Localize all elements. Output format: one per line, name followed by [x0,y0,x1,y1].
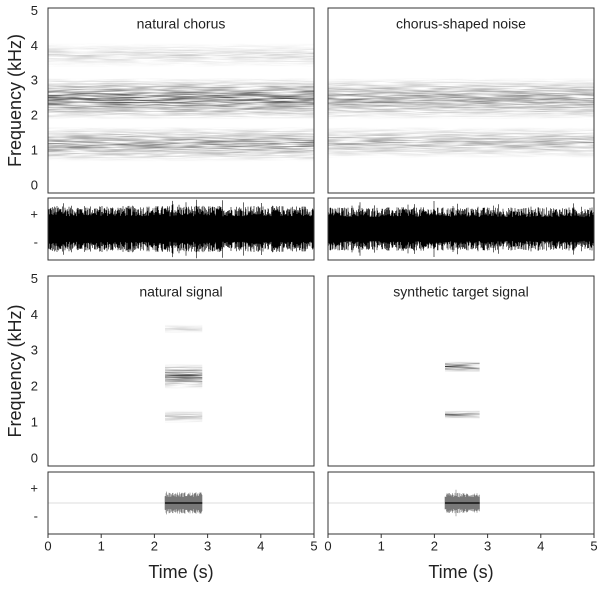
x-tick-label: 0 [44,538,51,553]
y-tick-label: 2 [31,379,38,394]
y-tick-label: 3 [31,343,38,358]
y-tick-label: 0 [31,177,38,192]
x-tick-label: 4 [257,538,264,553]
waveform [47,199,315,259]
x-tick-label: 1 [98,538,105,553]
y-tick-label: 0 [31,450,38,465]
waveform-tick-label: - [34,234,38,249]
x-tick-label: 0 [324,538,331,553]
y-tick-label: 1 [31,414,38,429]
waveform-tick-label: - [34,508,38,523]
frequency-band [165,363,203,389]
frequency-band [48,42,314,68]
waveform-frame [47,471,315,535]
frequency-band [445,410,480,419]
x-tick-label: 5 [590,538,597,553]
x-tick-label: 2 [151,538,158,553]
waveform-frame [47,197,315,261]
panel-title: chorus-shaped noise [396,16,526,32]
spectrogram-frame [47,7,315,194]
spectrogram-frame [47,275,315,467]
frequency-band [165,410,203,423]
x-tick-label: 5 [310,538,317,553]
y-tick-label: 5 [31,3,38,18]
frequency-band [328,77,594,120]
frequency-band [48,77,314,120]
y-axis-label: Frequency (kHz) [5,34,25,167]
frequency-band [445,361,480,373]
y-tick-label: 4 [31,307,38,322]
y-tick-label: 5 [31,271,38,286]
spectrogram-frame [327,275,595,467]
x-axis-label: Time (s) [428,562,493,582]
panel-title: natural chorus [137,16,226,32]
spectrogram-frame [327,7,595,194]
frequency-band [328,126,594,159]
panel-title: synthetic target signal [393,284,528,300]
waveform [327,201,595,257]
panel-title: natural signal [139,284,222,300]
y-axis-label: Frequency (kHz) [5,304,25,437]
frequency-band [165,324,203,334]
y-tick-label: 1 [31,143,38,158]
frequency-band [48,126,314,162]
x-axis-label: Time (s) [148,562,213,582]
x-tick-label: 1 [378,538,385,553]
x-tick-label: 3 [204,538,211,553]
x-tick-label: 4 [537,538,544,553]
y-tick-label: 2 [31,108,38,123]
waveform-frame [327,471,595,535]
waveform-tick-label: + [30,206,38,221]
y-tick-label: 3 [31,73,38,88]
waveform-frame [327,197,595,261]
waveform-tick-label: + [30,480,38,495]
x-tick-label: 3 [484,538,491,553]
y-tick-label: 4 [31,38,38,53]
x-tick-label: 2 [431,538,438,553]
